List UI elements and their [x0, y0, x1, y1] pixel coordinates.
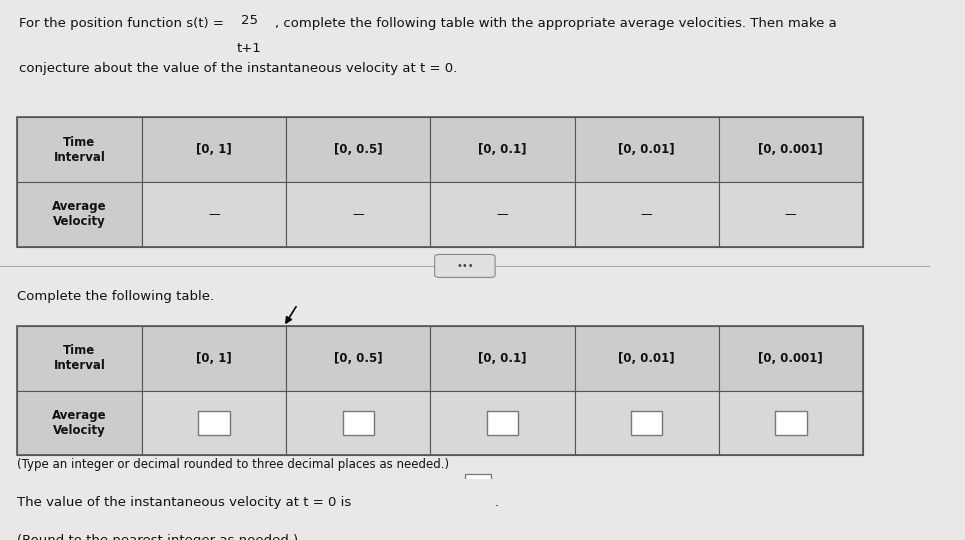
- Text: conjecture about the value of the instantaneous velocity at t = 0.: conjecture about the value of the instan…: [18, 62, 456, 75]
- Bar: [343, 410, 374, 435]
- Text: —: —: [497, 208, 509, 221]
- Text: [0, 1]: [0, 1]: [197, 143, 233, 156]
- Bar: [719, 182, 863, 247]
- Bar: [430, 390, 574, 455]
- Bar: [574, 326, 719, 390]
- Bar: [16, 117, 863, 247]
- Bar: [16, 326, 142, 390]
- Bar: [430, 117, 574, 182]
- Text: .: .: [495, 496, 499, 509]
- Bar: [719, 390, 863, 455]
- Bar: [287, 326, 430, 390]
- Text: Average
Velocity: Average Velocity: [52, 409, 107, 437]
- Text: Time
Interval: Time Interval: [53, 344, 105, 372]
- Text: Time
Interval: Time Interval: [53, 136, 105, 164]
- Bar: [430, 182, 574, 247]
- Text: [0, 0.01]: [0, 0.01]: [619, 352, 675, 365]
- Bar: [574, 182, 719, 247]
- Text: (Type an integer or decimal rounded to three decimal places as needed.): (Type an integer or decimal rounded to t…: [16, 457, 449, 471]
- Bar: [142, 326, 287, 390]
- Text: [0, 0.5]: [0, 0.5]: [334, 143, 383, 156]
- Text: —: —: [785, 208, 797, 221]
- Text: , complete the following table with the appropriate average velocities. Then mak: , complete the following table with the …: [275, 17, 837, 30]
- Text: —: —: [352, 208, 365, 221]
- Bar: [142, 117, 287, 182]
- Text: (Round to the nearest integer as needed.): (Round to the nearest integer as needed.…: [16, 534, 298, 540]
- Text: —: —: [208, 208, 220, 221]
- Bar: [287, 182, 430, 247]
- Text: [0, 1]: [0, 1]: [197, 352, 233, 365]
- Bar: [574, 390, 719, 455]
- Bar: [142, 390, 287, 455]
- Text: Complete the following table.: Complete the following table.: [16, 290, 214, 303]
- Bar: [16, 117, 142, 182]
- Text: —: —: [641, 208, 652, 221]
- Text: 25: 25: [240, 15, 258, 28]
- Bar: [719, 326, 863, 390]
- Text: [0, 0.1]: [0, 0.1]: [479, 143, 527, 156]
- FancyBboxPatch shape: [434, 254, 495, 278]
- Bar: [719, 117, 863, 182]
- Bar: [142, 182, 287, 247]
- Bar: [574, 117, 719, 182]
- Text: [0, 0.001]: [0, 0.001]: [758, 352, 823, 365]
- Text: For the position function s(t) =: For the position function s(t) =: [18, 17, 228, 30]
- Bar: [430, 326, 574, 390]
- Bar: [16, 390, 142, 455]
- Bar: [465, 475, 491, 501]
- Text: [0, 0.001]: [0, 0.001]: [758, 143, 823, 156]
- Text: [0, 0.1]: [0, 0.1]: [479, 352, 527, 365]
- Text: •••: •••: [456, 261, 474, 271]
- Bar: [199, 410, 231, 435]
- Bar: [287, 390, 430, 455]
- Bar: [16, 182, 142, 247]
- Bar: [287, 117, 430, 182]
- Text: [0, 0.5]: [0, 0.5]: [334, 352, 383, 365]
- Bar: [486, 410, 518, 435]
- Text: The value of the instantaneous velocity at t = 0 is: The value of the instantaneous velocity …: [16, 496, 351, 509]
- Text: Average
Velocity: Average Velocity: [52, 200, 107, 228]
- Text: t+1: t+1: [236, 42, 262, 55]
- Bar: [16, 326, 863, 455]
- Text: [0, 0.01]: [0, 0.01]: [619, 143, 675, 156]
- Bar: [775, 410, 807, 435]
- Bar: [631, 410, 663, 435]
